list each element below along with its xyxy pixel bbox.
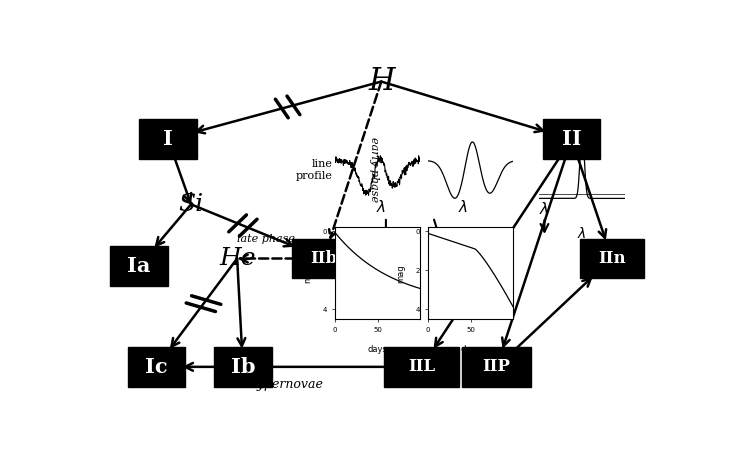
Text: Ic: Ic [145, 357, 167, 377]
Text: $\lambda$: $\lambda$ [376, 199, 386, 215]
Text: $\lambda$: $\lambda$ [577, 227, 587, 242]
FancyArrowPatch shape [502, 158, 565, 346]
Text: IIb: IIb [310, 250, 337, 267]
FancyArrowPatch shape [237, 258, 246, 346]
FancyBboxPatch shape [110, 246, 168, 286]
Text: Hypernovae: Hypernovae [246, 378, 323, 391]
Text: He: He [219, 247, 255, 270]
FancyArrowPatch shape [382, 82, 543, 132]
Text: I: I [163, 129, 173, 149]
Text: days: days [461, 345, 481, 354]
FancyBboxPatch shape [214, 347, 272, 387]
Text: Ia: Ia [127, 256, 151, 276]
Text: $\lambda$: $\lambda$ [539, 201, 550, 217]
Text: $\lambda$: $\lambda$ [373, 227, 382, 242]
Text: Ib: Ib [231, 357, 255, 377]
FancyArrowPatch shape [185, 363, 387, 371]
Text: line
profile: line profile [295, 159, 333, 181]
FancyBboxPatch shape [128, 347, 185, 387]
FancyArrowPatch shape [516, 279, 591, 349]
Text: IIL: IIL [408, 358, 435, 375]
FancyArrowPatch shape [174, 158, 191, 202]
Text: mag: mag [396, 264, 405, 282]
FancyArrowPatch shape [172, 258, 237, 347]
FancyArrowPatch shape [435, 158, 559, 347]
Text: IIP: IIP [483, 358, 510, 375]
Text: days: days [368, 345, 388, 354]
FancyArrowPatch shape [196, 82, 382, 133]
Text: $\lambda$: $\lambda$ [466, 227, 475, 242]
FancyArrowPatch shape [577, 158, 606, 238]
FancyBboxPatch shape [139, 120, 196, 159]
Text: II: II [562, 129, 582, 149]
FancyArrowPatch shape [240, 255, 295, 262]
Text: H: H [368, 66, 394, 97]
FancyBboxPatch shape [543, 120, 600, 159]
FancyArrowPatch shape [329, 82, 382, 238]
FancyBboxPatch shape [384, 347, 459, 387]
Text: late phase: late phase [237, 234, 295, 244]
Text: Si: Si [179, 193, 204, 216]
Text: $\lambda$: $\lambda$ [458, 199, 468, 215]
FancyBboxPatch shape [292, 239, 356, 279]
FancyBboxPatch shape [580, 239, 644, 279]
FancyBboxPatch shape [462, 347, 531, 387]
Text: mag: mag [303, 264, 312, 282]
Text: light
curve: light curve [301, 246, 333, 267]
FancyArrowPatch shape [156, 204, 191, 246]
Text: early phase: early phase [368, 137, 379, 203]
FancyArrowPatch shape [191, 204, 292, 246]
Text: IIn: IIn [598, 250, 626, 267]
